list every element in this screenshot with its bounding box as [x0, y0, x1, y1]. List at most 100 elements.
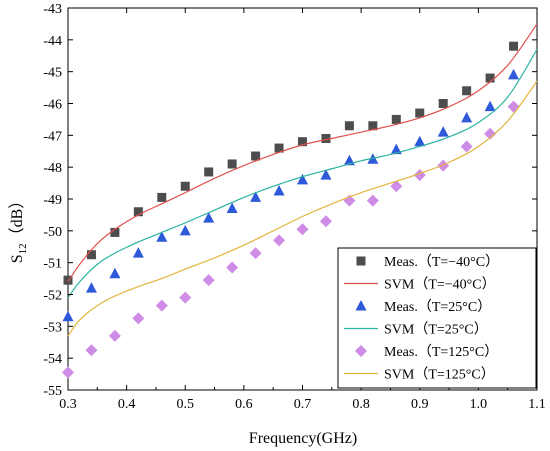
x-tick-label: 0.8 [352, 397, 370, 412]
legend-box [337, 247, 537, 389]
y-tick-label: -47 [43, 129, 62, 144]
y-tick-label: -55 [43, 384, 62, 399]
y-tick-label: -50 [43, 225, 62, 240]
x-tick-label: 0.6 [235, 397, 253, 412]
data-point [63, 275, 73, 285]
x-tick-label: 1.0 [470, 397, 488, 412]
y-tick-label: -53 [43, 320, 62, 335]
legend-label: SVM（T=−40°C） [384, 277, 496, 293]
data-point [204, 167, 214, 177]
y-tick-label: -51 [43, 257, 62, 272]
legend-item: Meas.（T=25°C） [355, 299, 491, 315]
data-point [509, 41, 519, 51]
data-point [108, 329, 121, 342]
data-point [462, 86, 472, 96]
data-point [484, 127, 497, 140]
legend-item: Meas.（T=−40°C） [356, 254, 499, 270]
legend-label: Meas.（T=−40°C） [384, 254, 499, 270]
data-point [273, 234, 286, 247]
y-tick-label: -49 [43, 193, 62, 208]
axes: 0.3 0.4 0.5 0.6 0.7 0.8 0.9 1.0 1.1 -55 -54 -53 -52 -… [43, 2, 545, 412]
x-tick-label: 1.1 [528, 397, 546, 412]
legend-item: SVM（T=−40°C） [344, 277, 496, 293]
x-tick-label: 0.5 [177, 397, 195, 412]
x-tick-label: 0.9 [411, 397, 429, 412]
data-point [203, 212, 215, 223]
data-point [226, 202, 238, 214]
data-point [485, 73, 495, 83]
data-point [484, 100, 496, 112]
data-point [391, 114, 401, 124]
data-point [438, 99, 448, 108]
data-point [132, 247, 144, 258]
x-tick-label: 0.3 [59, 397, 77, 412]
data-point [273, 185, 285, 196]
data-point [110, 227, 120, 237]
y-axis-title-main: S [9, 254, 26, 263]
y-axis-title-subscript: 12 [17, 243, 29, 254]
data-point [62, 366, 74, 379]
y-axis-title-unit: （dB） [8, 193, 26, 244]
y-tick-label: -46 [43, 98, 62, 113]
data-point [133, 207, 143, 217]
data-point [460, 140, 473, 153]
data-point [508, 68, 520, 80]
data-point [251, 151, 261, 161]
data-point [366, 194, 379, 207]
data-point [85, 282, 97, 293]
data-point [320, 169, 332, 180]
series-line [67, 80, 538, 337]
series-5 [67, 80, 538, 337]
legend-label: Meas.（T=125°C） [384, 344, 498, 360]
x-tick-label: 0.7 [294, 397, 312, 412]
data-point [179, 224, 191, 236]
y-tick-label: -43 [43, 2, 62, 17]
data-point [274, 143, 284, 153]
x-tick-label: 0.4 [118, 397, 136, 412]
data-point [249, 247, 262, 260]
y-tick-label: -48 [43, 161, 62, 176]
legend-item: SVM（T=25°C） [344, 322, 488, 338]
data-point [250, 191, 262, 202]
data-point [368, 121, 378, 131]
legend-marker-swatch [356, 256, 366, 266]
data-point [437, 126, 449, 137]
legend-label: SVM（T=25°C） [384, 322, 488, 338]
legend-label: Meas.（T=25°C） [384, 299, 491, 315]
data-point [227, 159, 237, 169]
legend-item: Meas.（T=125°C） [355, 344, 498, 360]
legend-marker-swatch [355, 345, 367, 357]
data-point [62, 310, 74, 322]
data-point [180, 181, 190, 191]
data-point [202, 274, 215, 287]
y-tick-label: -44 [43, 34, 62, 49]
y-tick-label: -54 [43, 352, 62, 367]
y-tick-label: -45 [43, 66, 62, 81]
data-point [109, 267, 121, 279]
legend: Meas.（T=−40°C） SVM（T=−40°C） Meas.（T=25°C） S… [337, 247, 537, 389]
data-layer [62, 23, 538, 379]
series-3 [67, 49, 538, 299]
data-point [415, 108, 425, 118]
legend-marker-swatch [355, 300, 367, 311]
data-point [86, 250, 96, 260]
y-axis-title: S12（dB） [8, 193, 29, 264]
data-point [297, 173, 308, 185]
data-point [344, 121, 354, 131]
series-1 [67, 23, 538, 283]
series-0 [63, 41, 519, 285]
data-point [321, 134, 331, 144]
data-point [296, 223, 309, 236]
y-tick-label: -52 [43, 289, 62, 304]
data-point [298, 137, 307, 147]
data-point [132, 312, 145, 325]
data-point [414, 135, 426, 147]
data-point [155, 299, 168, 312]
data-point [226, 261, 239, 274]
data-point [390, 180, 403, 193]
data-point [461, 111, 473, 123]
data-point [507, 100, 520, 113]
data-point [179, 291, 192, 304]
data-point [85, 344, 98, 357]
